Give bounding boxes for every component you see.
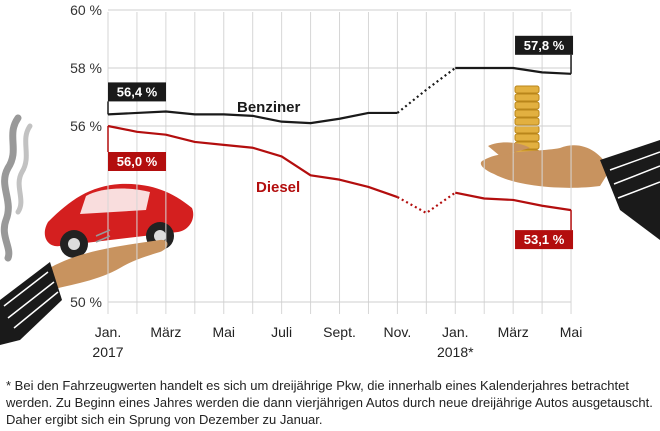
footnote: * Bei den Fahrzeugwerten handelt es sich… <box>6 378 653 427</box>
x-tick-label: Mai <box>560 324 583 340</box>
x-tick-label: Nov. <box>384 324 412 340</box>
series-line-break-benziner <box>396 67 456 114</box>
label-start-diesel: 56,0 % <box>117 154 158 169</box>
y-tick-label: 60 % <box>70 2 102 18</box>
x-tick-label: Juli <box>271 324 292 340</box>
axis-break-mark <box>95 229 111 237</box>
label-end-benziner-box <box>515 35 574 55</box>
x-axis: Jan. 2017 März Mai Juli Sept. Nov. Jan. 2018* Mär… <box>92 324 582 360</box>
x-tick-label: März <box>150 324 181 340</box>
x-tick-label-year: 2018* <box>437 344 474 360</box>
series-name-diesel: Diesel <box>256 179 300 196</box>
y-tick-label: 50 % <box>70 294 102 310</box>
label-end-diesel-box <box>515 230 574 250</box>
label-start-diesel-box <box>108 152 166 171</box>
y-tick-label: 58 % <box>70 60 102 76</box>
x-tick-label: Sept. <box>323 324 356 340</box>
x-tick-label: März <box>498 324 529 340</box>
x-tick-label: Mai <box>212 324 235 340</box>
x-tick-label: Jan. <box>95 324 121 340</box>
chart-lines <box>107 66 572 215</box>
series-name-benziner: Benziner <box>237 99 301 116</box>
y-axis: 60 % 58 % 56 % 50 % <box>70 2 111 310</box>
series-line-break-diesel <box>396 191 456 215</box>
label-start-benziner: 56,4 % <box>117 84 158 99</box>
axis-break-mark <box>95 235 111 243</box>
x-tick-label: Jan. <box>442 324 468 340</box>
label-end-diesel: 53,1 % <box>524 232 565 247</box>
y-tick-label: 56 % <box>70 118 102 134</box>
x-tick-label-year: 2017 <box>92 344 123 360</box>
label-start-benziner-box <box>108 82 166 102</box>
chart-value-labels: 56,4 % 57,8 % Benziner 56,0 % 53,1 % Diesel <box>107 35 574 250</box>
label-end-benziner: 57,8 % <box>524 38 565 53</box>
